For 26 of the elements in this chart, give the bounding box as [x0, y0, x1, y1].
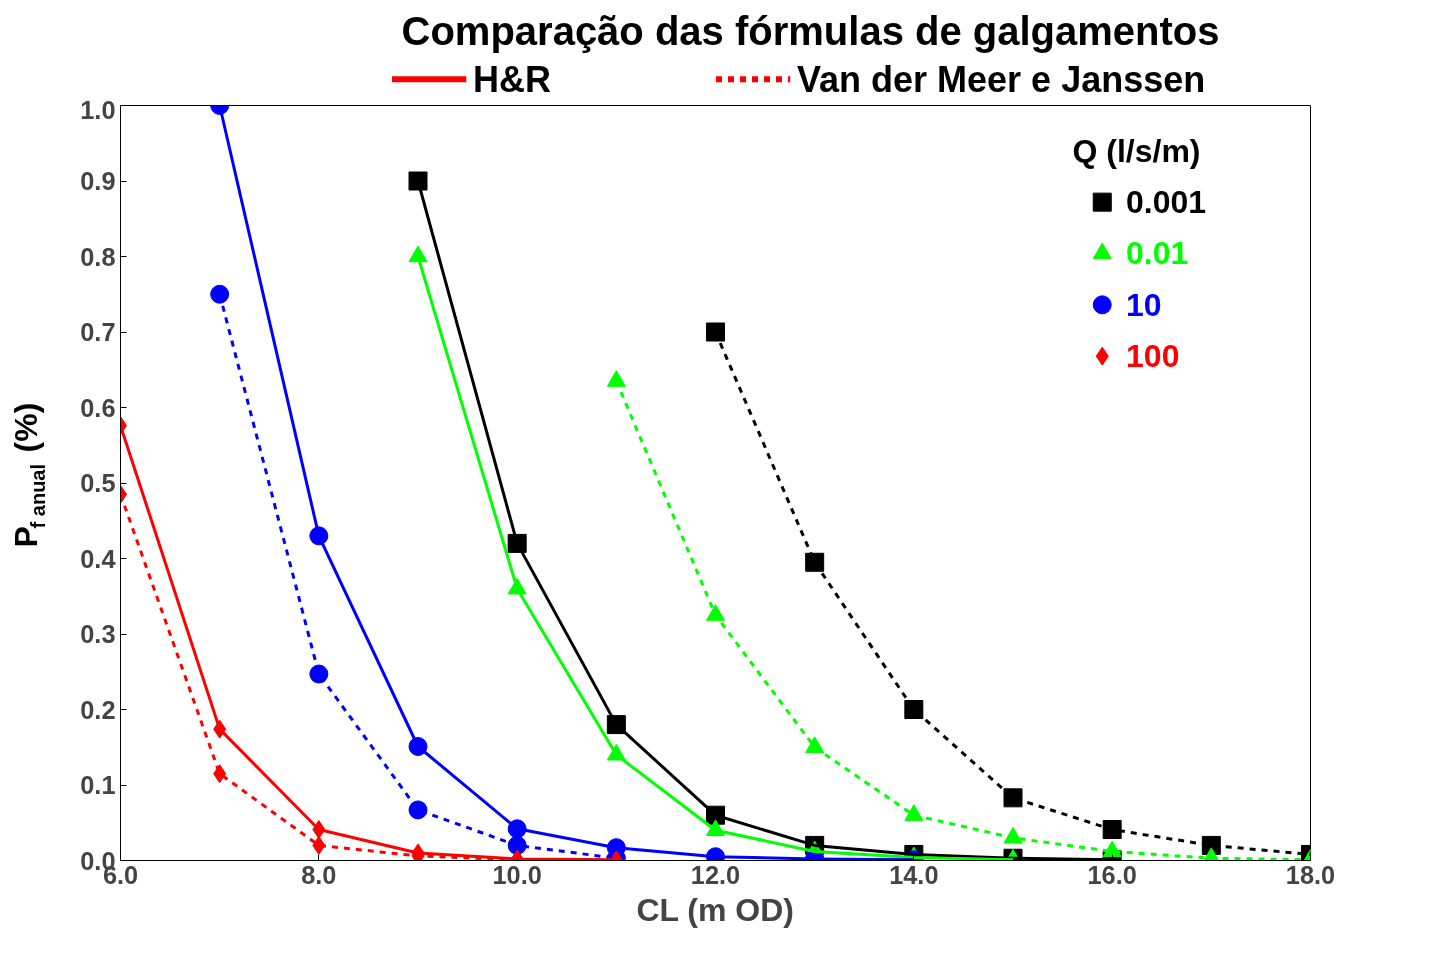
x-tick-label: 14.0 [889, 860, 939, 889]
x-tick-label: 16.0 [1087, 860, 1137, 889]
y-tick-label: 0.2 [80, 695, 116, 724]
legend-label: 100 [1126, 338, 1180, 375]
legend-label: 10 [1126, 286, 1162, 323]
text: Van der Meer e Janssen [797, 58, 1206, 100]
y-tick-label: 1.0 [80, 95, 116, 124]
x-tick-label: 12.0 [690, 860, 741, 889]
y-tick-label: 0.6 [80, 393, 116, 422]
legend-title: Q (l/s/m) [1072, 132, 1201, 169]
x-tick-label: 18.0 [1285, 860, 1336, 889]
y-axis-title: Pf anual (%) [7, 402, 49, 548]
x-tick-label: 8.0 [301, 860, 337, 889]
y-tick-label: 0.7 [80, 318, 116, 346]
y-tick-label: 0.9 [80, 167, 116, 195]
y-tick-label: 0.5 [80, 469, 116, 497]
legend-label: 0.001 [1126, 184, 1207, 221]
chart-title: Comparação das fórmulas de galgamentos [401, 8, 1220, 53]
y-tick-label: 0.3 [80, 620, 116, 648]
legend-label: 0.01 [1126, 235, 1189, 272]
y-tick-label: 0.8 [80, 242, 116, 271]
text: H&R [473, 58, 551, 100]
y-tick-label: 0.4 [80, 544, 116, 573]
y-tick-label: 0.1 [80, 771, 116, 799]
x-axis-title: CL (m OD) [636, 891, 795, 928]
x-tick-label: 10.0 [492, 860, 542, 889]
